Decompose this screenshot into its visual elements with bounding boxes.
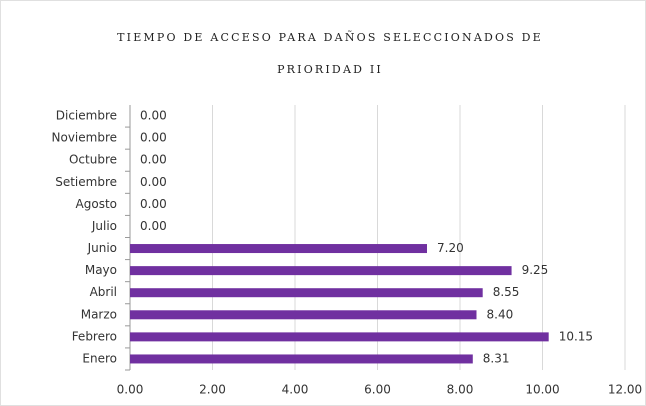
y-tick-label: Diciembre xyxy=(56,109,117,123)
bar xyxy=(130,288,483,298)
y-tick-label: Junio xyxy=(87,241,117,255)
value-label: 9.25 xyxy=(522,263,549,277)
bar xyxy=(130,266,512,276)
bar xyxy=(130,354,473,364)
value-label: 8.40 xyxy=(487,307,514,321)
value-label: 0.00 xyxy=(140,197,167,211)
x-tick-label: 4.00 xyxy=(282,383,309,397)
value-label: 7.20 xyxy=(437,241,464,255)
y-tick-label: Agosto xyxy=(76,197,117,211)
y-tick-label: Abril xyxy=(90,285,117,299)
y-tick-label: Enero xyxy=(82,351,117,365)
value-label: 8.31 xyxy=(483,351,510,365)
y-tick-label: Mayo xyxy=(85,263,117,277)
value-label: 8.55 xyxy=(493,285,520,299)
y-tick-label: Setiembre xyxy=(55,175,117,189)
y-tick-label: Marzo xyxy=(81,307,117,321)
y-tick-label: Octubre xyxy=(69,153,117,167)
x-tick-label: 2.00 xyxy=(199,383,226,397)
value-label: 10.15 xyxy=(559,329,593,343)
bar xyxy=(130,332,549,342)
value-label: 0.00 xyxy=(140,153,167,167)
y-tick-label: Noviembre xyxy=(52,131,118,145)
value-label: 0.00 xyxy=(140,175,167,189)
x-tick-label: 12.00 xyxy=(608,383,642,397)
chart-title: TIEMPO DE ACCESO PARA DAÑOS SELECCIONADO… xyxy=(117,31,543,76)
x-tick-label: 6.00 xyxy=(364,383,391,397)
x-tick-label: 8.00 xyxy=(447,383,474,397)
bar xyxy=(130,310,477,320)
x-tick-label: 0.00 xyxy=(117,383,144,397)
value-label: 0.00 xyxy=(140,131,167,145)
value-label: 0.00 xyxy=(140,109,167,123)
y-tick-label: Febrero xyxy=(72,329,117,343)
y-tick-label: Julio xyxy=(91,219,117,233)
bar xyxy=(130,244,427,254)
value-label: 0.00 xyxy=(140,219,167,233)
x-tick-label: 10.00 xyxy=(525,383,559,397)
